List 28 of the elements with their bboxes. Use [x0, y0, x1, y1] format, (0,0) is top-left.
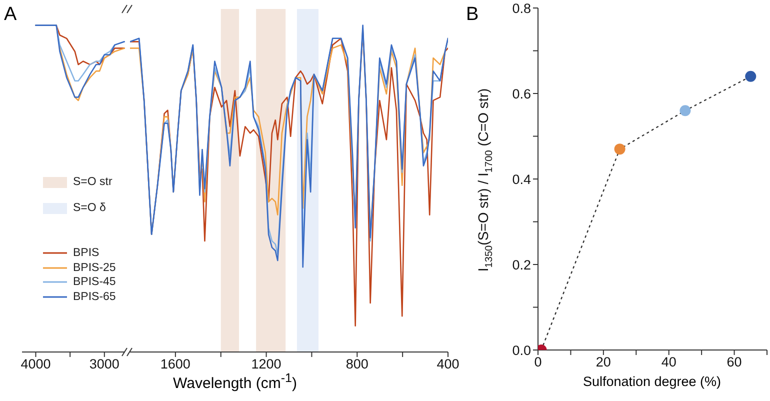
- legend-label: BPIS: [73, 247, 100, 260]
- x-tick-label: 40: [661, 354, 676, 370]
- x-tick-label: 0: [534, 354, 542, 370]
- x-axis-title: Wavelength (cm$^{-1}$): [173, 371, 297, 392]
- y-tick-label: 0.8: [512, 0, 531, 16]
- legend-label: BPIS-65: [73, 290, 116, 303]
- annotation: S=O str: [73, 176, 112, 188]
- chart-title: B: [466, 4, 479, 26]
- x-tick-label: 4000: [20, 356, 51, 372]
- x-tick-label: 800: [346, 356, 368, 372]
- x-tick-label: 60: [726, 354, 742, 370]
- point: [745, 70, 756, 82]
- annotation: S=O δ: [73, 202, 106, 214]
- y-tick-label: 0.2: [512, 257, 531, 272]
- y-tick-label: 0.4: [512, 172, 532, 187]
- x-axis-title: Sulfonation degree (%): [582, 374, 722, 389]
- x-tick-label: 1200: [251, 356, 282, 372]
- y-tick-label: 0.6: [512, 86, 531, 102]
- legend-label: BPIS-25: [73, 262, 116, 274]
- point: [680, 105, 691, 116]
- legend-label: BPIS-45: [73, 276, 116, 288]
- chart-title: A: [4, 4, 17, 26]
- y-tick-label: 0.0: [512, 342, 531, 358]
- x-tick-label: 1600: [160, 356, 190, 372]
- point: [614, 144, 626, 155]
- x-tick-label: 400: [436, 356, 460, 372]
- x-tick-label: 3000: [89, 356, 120, 372]
- x-tick-label: 20: [596, 354, 611, 370]
